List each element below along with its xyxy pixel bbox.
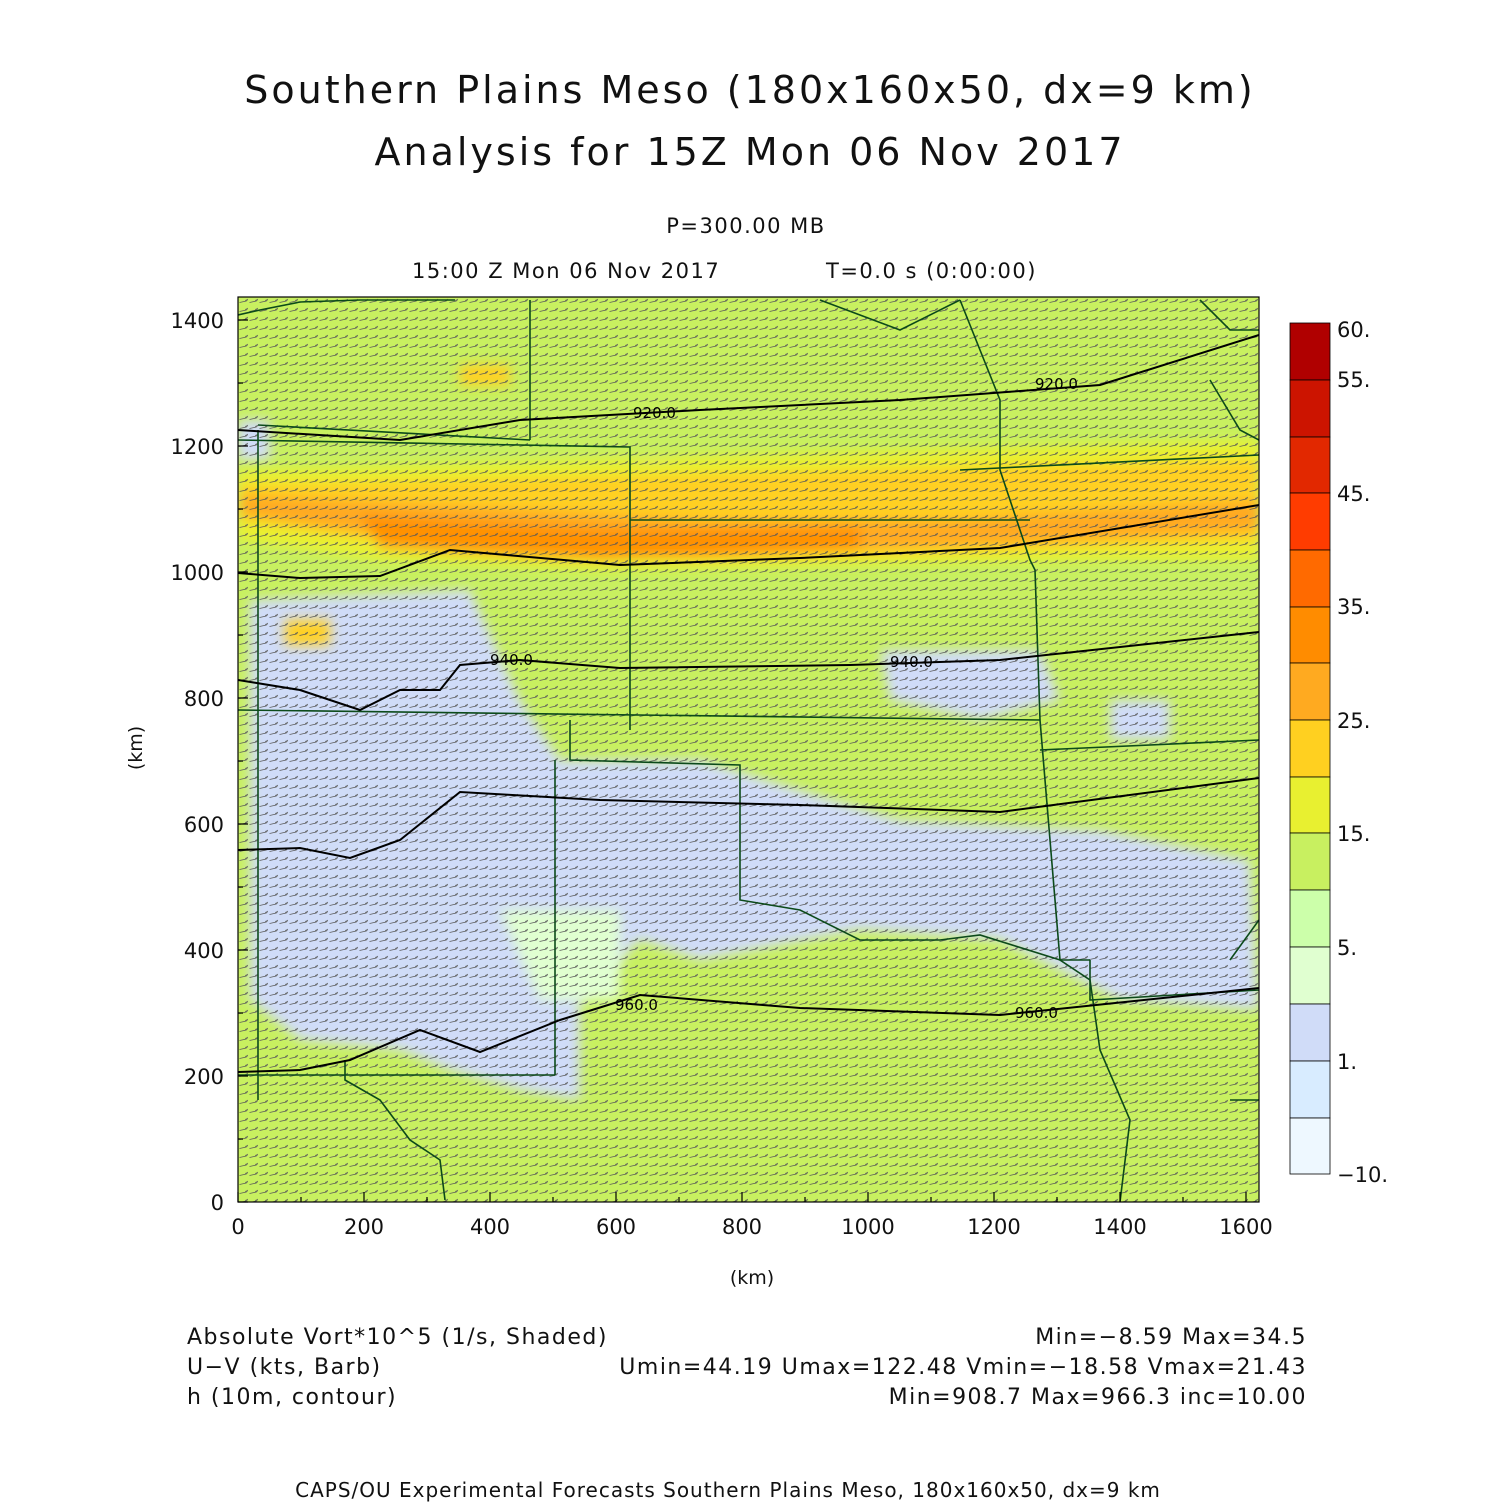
x-tick-label: 200 <box>344 1215 384 1239</box>
x-tick-label: 600 <box>596 1215 636 1239</box>
plot-subtitle: Analysis for 15Z Mon 06 Nov 2017 <box>374 130 1126 174</box>
plot-title: Southern Plains Meso (180x160x50, dx=9 k… <box>244 68 1256 112</box>
colorbar-label: −10. <box>1337 1163 1388 1187</box>
wind-stats: Umin=44.19 Umax=122.48 Vmin=−18.58 Vmax=… <box>619 1355 1307 1380</box>
vorticity-shading <box>238 297 1259 1202</box>
footer-credit: CAPS/OU Experimental Forecasts Southern … <box>295 1478 1161 1502</box>
contour-label: 960.0 <box>615 996 658 1014</box>
y-tick-label: 400 <box>184 939 224 963</box>
contour-label: 920.0 <box>633 404 676 422</box>
x-tick-label: 1600 <box>1219 1215 1272 1239</box>
height-contours <box>238 334 1259 1073</box>
colorbar-label: 60. <box>1337 318 1370 342</box>
contour-label: 940.0 <box>890 653 933 671</box>
contour-label: 920.0 <box>1035 375 1078 393</box>
plot-frame <box>237 296 1260 1203</box>
forecast-time: T=0.0 s (0:00:00) <box>826 259 1037 283</box>
axis-ticks <box>237 319 1247 1203</box>
x-tick-label: 1200 <box>967 1215 1020 1239</box>
colorbar-label: 5. <box>1337 936 1357 960</box>
colorbar-label: 55. <box>1337 368 1370 392</box>
colorbar-label: 35. <box>1337 595 1370 619</box>
y-tick-label: 1400 <box>171 309 224 333</box>
colorbar <box>1289 322 1331 1175</box>
height-legend: h (10m, contour) <box>187 1385 398 1410</box>
vorticity-legend: Absolute Vort*10^5 (1/s, Shaded) <box>187 1325 608 1350</box>
pressure-level: P=300.00 MB <box>666 214 826 238</box>
x-tick-label: 400 <box>470 1215 510 1239</box>
contour-label: 940.0 <box>490 651 533 669</box>
contour-label: 960.0 <box>1015 1004 1058 1022</box>
y-axis-title: (km) <box>125 726 147 770</box>
y-tick-label: 800 <box>184 687 224 711</box>
y-tick-label: 600 <box>184 813 224 837</box>
y-tick-label: 1000 <box>171 561 224 585</box>
x-axis-title: (km) <box>730 1267 774 1289</box>
colorbar-label: 15. <box>1337 822 1370 846</box>
wind-legend: U−V (kts, Barb) <box>187 1355 382 1380</box>
valid-time: 15:00 Z Mon 06 Nov 2017 <box>412 259 721 283</box>
vorticity-stats: Min=−8.59 Max=34.5 <box>1035 1325 1307 1350</box>
x-tick-label: 0 <box>231 1215 244 1239</box>
y-tick-label: 1200 <box>171 435 224 459</box>
x-tick-label: 1400 <box>1093 1215 1146 1239</box>
wind-barbs <box>238 297 1259 1202</box>
colorbar-label: 45. <box>1337 482 1370 506</box>
y-tick-label: 200 <box>184 1065 224 1089</box>
y-tick-label: 0 <box>211 1191 224 1215</box>
colorbar-label: 25. <box>1337 709 1370 733</box>
colorbar-label: 1. <box>1337 1050 1357 1074</box>
height-stats: Min=908.7 Max=966.3 inc=10.00 <box>888 1385 1307 1410</box>
x-tick-label: 800 <box>722 1215 762 1239</box>
x-tick-label: 1000 <box>841 1215 894 1239</box>
